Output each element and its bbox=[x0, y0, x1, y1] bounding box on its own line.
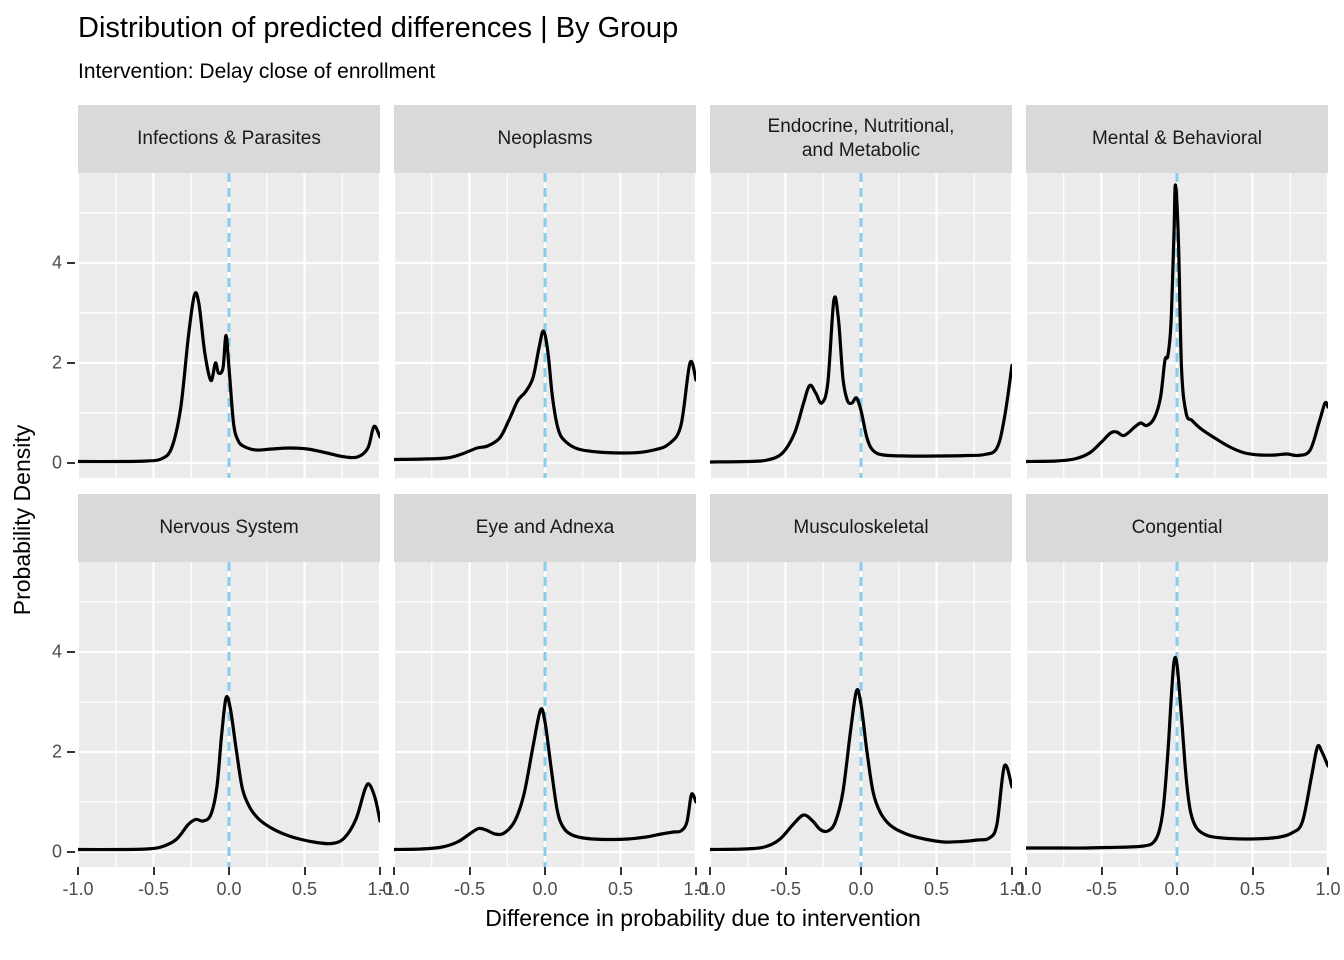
panel-plot-area bbox=[710, 562, 1012, 867]
x-tick-mark bbox=[1176, 867, 1178, 875]
x-tick-mark bbox=[303, 867, 306, 875]
x-tick-label: -0.5 bbox=[769, 879, 802, 899]
x-tick-label: 0.5 bbox=[923, 879, 950, 899]
facet-strip-label: Eye and Adnexa bbox=[394, 494, 696, 562]
facet-strip-label: Mental & Behavioral bbox=[1026, 105, 1328, 173]
y-tick-mark bbox=[67, 651, 75, 653]
x-tick-mark bbox=[784, 867, 787, 875]
x-tick-label: -0.5 bbox=[137, 879, 170, 899]
density-curve bbox=[1026, 183, 1328, 464]
x-tick-mark bbox=[619, 867, 622, 875]
panel-plot-area bbox=[1026, 562, 1328, 867]
density-curve bbox=[78, 291, 380, 464]
facet-strip-label: Infections & Parasites bbox=[78, 105, 380, 173]
panel-plot-area bbox=[78, 173, 380, 478]
x-tick-mark bbox=[379, 867, 381, 875]
x-tick-label: 0.0 bbox=[532, 879, 558, 899]
x-tick-label: 1.0 bbox=[999, 879, 1025, 899]
facet-strip-label: Nervous System bbox=[78, 494, 380, 562]
panel-plot-area bbox=[394, 173, 696, 478]
x-tick-mark bbox=[709, 867, 711, 875]
x-tick-label: 1.0 bbox=[683, 879, 709, 899]
density-curve bbox=[1026, 655, 1328, 850]
y-tick-mark bbox=[67, 462, 75, 464]
x-tick-label: -0.5 bbox=[453, 879, 486, 899]
x-tick-mark bbox=[544, 867, 546, 875]
facet-panel: Congential bbox=[1026, 494, 1328, 867]
y-tick-mark bbox=[67, 262, 75, 264]
x-tick-label: 0.5 bbox=[291, 879, 318, 899]
x-tick-mark bbox=[1100, 867, 1103, 875]
x-tick-label: 1.0 bbox=[1315, 879, 1341, 899]
facet-panel: Eye and Adnexa bbox=[394, 494, 696, 867]
x-tick-mark bbox=[1327, 867, 1329, 875]
x-tick-mark bbox=[695, 867, 697, 875]
density-curve bbox=[710, 688, 1012, 852]
facet-panel: Mental & Behavioral bbox=[1026, 105, 1328, 478]
facet-strip-label: Musculoskeletal bbox=[710, 494, 1012, 562]
x-tick-label: 0.0 bbox=[848, 879, 874, 899]
x-tick-mark bbox=[860, 867, 862, 875]
facet-panel: Nervous System bbox=[78, 494, 380, 867]
y-tick-label: 4 bbox=[51, 252, 62, 273]
x-tick-mark bbox=[1011, 867, 1013, 875]
y-axis-title: Probability Density bbox=[9, 424, 35, 616]
page-title: Distribution of predicted differences | … bbox=[78, 12, 679, 44]
facet-strip-label: Endocrine, Nutritional, and Metabolic bbox=[710, 105, 1012, 173]
page-subtitle: Intervention: Delay close of enrollment bbox=[78, 60, 436, 83]
y-tick-mark bbox=[67, 751, 75, 753]
x-tick-label: -0.5 bbox=[1085, 879, 1118, 899]
facet-panel: Endocrine, Nutritional, and Metabolic bbox=[710, 105, 1012, 478]
y-tick-label: 2 bbox=[51, 352, 62, 373]
x-tick-label: 0.5 bbox=[1239, 879, 1266, 899]
x-axis-title: Difference in probability due to interve… bbox=[485, 905, 921, 931]
panel-plot-area bbox=[710, 173, 1012, 478]
density-curve bbox=[78, 694, 380, 852]
x-tick-label: 1.0 bbox=[367, 879, 393, 899]
x-tick-label: 0.0 bbox=[216, 879, 242, 899]
panel-plot-area bbox=[394, 562, 696, 867]
x-tick-label: -1.0 bbox=[62, 879, 94, 899]
x-tick-mark bbox=[468, 867, 471, 875]
x-tick-label: -1.0 bbox=[694, 879, 726, 899]
y-tick-mark bbox=[67, 851, 75, 853]
y-tick-label: 2 bbox=[51, 741, 62, 762]
panel-plot-area bbox=[1026, 173, 1328, 478]
y-tick-label: 0 bbox=[51, 452, 62, 473]
facet-strip-label: Neoplasms bbox=[394, 105, 696, 173]
y-tick-label: 0 bbox=[51, 841, 62, 862]
x-tick-label: 0.5 bbox=[607, 879, 634, 899]
facet-panel: Musculoskeletal bbox=[710, 494, 1012, 867]
y-tick-label: 4 bbox=[51, 641, 62, 662]
panel-plot-area bbox=[78, 562, 380, 867]
x-tick-label: -1.0 bbox=[1010, 879, 1042, 899]
x-tick-label: 0.0 bbox=[1164, 879, 1190, 899]
x-tick-mark bbox=[1025, 867, 1027, 875]
x-tick-mark bbox=[935, 867, 938, 875]
x-tick-mark bbox=[393, 867, 395, 875]
y-tick-mark bbox=[67, 362, 75, 364]
x-tick-label: -1.0 bbox=[378, 879, 410, 899]
x-tick-mark bbox=[77, 867, 79, 875]
x-tick-mark bbox=[1251, 867, 1254, 875]
facet-panel: Infections & Parasites bbox=[78, 105, 380, 478]
x-tick-mark bbox=[152, 867, 155, 875]
facet-strip-label: Congential bbox=[1026, 494, 1328, 562]
density-curve bbox=[394, 707, 696, 852]
density-curve bbox=[394, 329, 696, 462]
density-curve bbox=[710, 295, 1012, 464]
x-tick-mark bbox=[228, 867, 230, 875]
facet-panel: Neoplasms bbox=[394, 105, 696, 478]
